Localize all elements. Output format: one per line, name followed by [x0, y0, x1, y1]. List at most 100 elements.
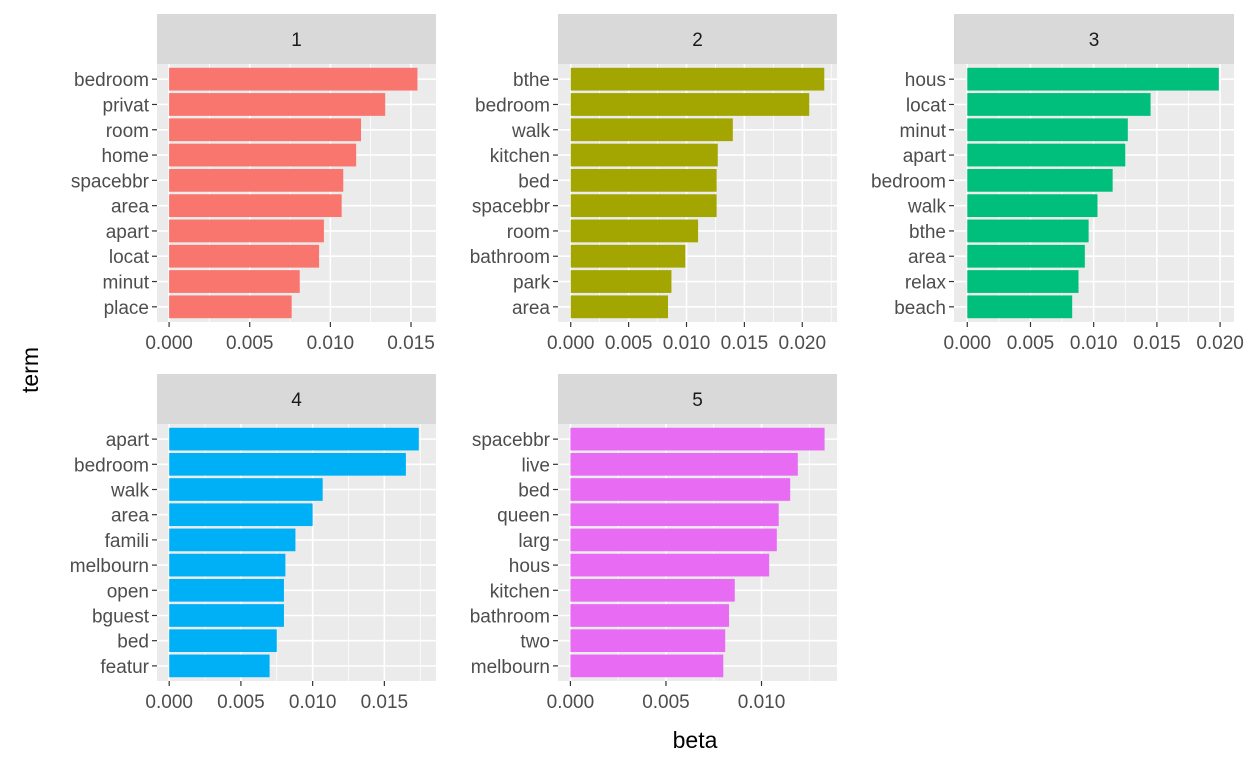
- x-tick-label: 0.005: [226, 333, 274, 354]
- bar-queen: [570, 503, 779, 527]
- y-tick-label: apart: [106, 222, 150, 243]
- y-tick-label: bguest: [92, 606, 150, 627]
- x-tick-label: 0.005: [217, 692, 265, 713]
- y-tick-label: spacebbr: [472, 197, 551, 218]
- x-tick-label: 0.000: [943, 333, 991, 354]
- y-tick-label: area: [908, 247, 946, 268]
- facet-strip-label: 1: [291, 30, 302, 51]
- y-tick-label: place: [104, 298, 149, 319]
- bar-bedroom: [570, 93, 810, 116]
- bar-apart: [967, 143, 1126, 167]
- bar-area: [169, 194, 342, 218]
- y-tick-label: bthe: [909, 222, 946, 243]
- bar-bathroom: [570, 244, 686, 268]
- y-tick-label: bedroom: [74, 455, 149, 476]
- bar-two: [570, 629, 726, 653]
- x-tick-label: 0.015: [387, 333, 435, 354]
- bar-bthe: [570, 67, 825, 91]
- y-tick-label: apart: [903, 146, 947, 167]
- bar-bthe: [967, 219, 1089, 243]
- bar-locat: [169, 244, 320, 268]
- y-tick-label: bed: [117, 632, 149, 653]
- bar-hous: [570, 553, 770, 577]
- facet-strip-label: 3: [1089, 30, 1100, 51]
- bar-park: [570, 270, 672, 293]
- bar-room: [570, 219, 699, 243]
- y-tick-label: spacebbr: [71, 171, 150, 192]
- facet-strip: [157, 374, 436, 424]
- y-tick-label: area: [111, 506, 149, 527]
- x-tick-label: 0.010: [738, 692, 786, 713]
- bar-famili: [169, 528, 296, 552]
- bar-bguest: [169, 604, 284, 627]
- bar-room: [169, 118, 362, 142]
- x-tick-label: 0.015: [361, 692, 409, 713]
- y-tick-label: bathroom: [470, 247, 550, 268]
- y-axis-title: term: [17, 347, 43, 393]
- bar-walk: [169, 478, 323, 501]
- x-tick-label: 0.010: [307, 333, 355, 354]
- bar-kitchen: [570, 578, 735, 602]
- y-tick-label: bathroom: [470, 606, 550, 627]
- y-tick-label: locat: [906, 95, 947, 116]
- facet-panel-3: 3 hous locat minut apart bedroom walk bthe area r…: [871, 14, 1244, 354]
- x-tick-label: 0.000: [547, 692, 595, 713]
- facet-panel-4: 4 apart bedroom walk area famili melbourn open b…: [70, 374, 436, 713]
- y-tick-label: park: [513, 273, 550, 294]
- x-tick-label: 0.000: [145, 333, 193, 354]
- x-tick-label: 0.000: [145, 692, 193, 713]
- y-tick-label: bedroom: [871, 171, 946, 192]
- facet-strip: [157, 14, 436, 64]
- y-tick-label: minut: [103, 273, 150, 294]
- bar-place: [169, 295, 292, 319]
- bar-area: [570, 295, 668, 319]
- facet-strip-label: 2: [692, 30, 703, 51]
- y-tick-label: spacebbr: [472, 430, 551, 451]
- y-tick-label: queen: [497, 506, 550, 527]
- x-tick-label: 0.000: [547, 333, 595, 354]
- bar-walk: [570, 118, 733, 142]
- bar-spacebbr: [169, 168, 344, 192]
- facet-strip-label: 4: [291, 390, 302, 411]
- bar-privat: [169, 93, 386, 116]
- bar-minut: [169, 270, 300, 293]
- y-tick-label: beach: [894, 298, 946, 319]
- bar-bed: [570, 168, 717, 192]
- y-tick-label: privat: [103, 95, 150, 116]
- bar-bathroom: [570, 604, 730, 627]
- y-tick-label: bthe: [513, 70, 550, 91]
- facet-strip-label: 5: [692, 390, 703, 411]
- x-tick-label: 0.005: [642, 692, 690, 713]
- x-axis-title: beta: [673, 727, 718, 753]
- x-tick-label: 0.005: [605, 333, 653, 354]
- bar-larg: [570, 528, 777, 552]
- facet-panel-5: 5 spacebbr live bed queen larg hous kitchen bath…: [470, 374, 837, 713]
- x-tick-label: 0.020: [1196, 333, 1244, 354]
- y-tick-label: walk: [511, 121, 551, 142]
- bar-apart: [169, 427, 419, 451]
- facet-panel-1: 1 bedroom privat room home spacebbr area apart l…: [71, 14, 436, 354]
- y-tick-label: room: [507, 222, 550, 243]
- y-tick-label: two: [520, 632, 550, 653]
- facet-strip: [558, 374, 837, 424]
- x-tick-label: 0.010: [663, 333, 711, 354]
- facet-panel-2: 2 bthe bedroom walk kitchen bed spacebbr room ba…: [470, 14, 837, 354]
- y-tick-label: melbourn: [70, 556, 149, 577]
- bar-bedroom: [169, 67, 418, 91]
- bar-bedroom: [967, 168, 1113, 192]
- bar-apart: [169, 219, 324, 243]
- bar-hous: [967, 67, 1219, 91]
- y-tick-label: apart: [106, 430, 150, 451]
- bar-area: [967, 244, 1085, 268]
- y-tick-label: live: [521, 455, 550, 476]
- x-tick-label: 0.015: [721, 333, 769, 354]
- y-tick-label: bedroom: [74, 70, 149, 91]
- y-tick-label: bedroom: [475, 95, 550, 116]
- bar-bed: [169, 629, 277, 653]
- y-tick-label: kitchen: [490, 146, 550, 167]
- bar-minut: [967, 118, 1128, 142]
- y-tick-label: hous: [905, 70, 946, 91]
- x-tick-label: 0.005: [1007, 333, 1055, 354]
- bar-live: [570, 452, 798, 476]
